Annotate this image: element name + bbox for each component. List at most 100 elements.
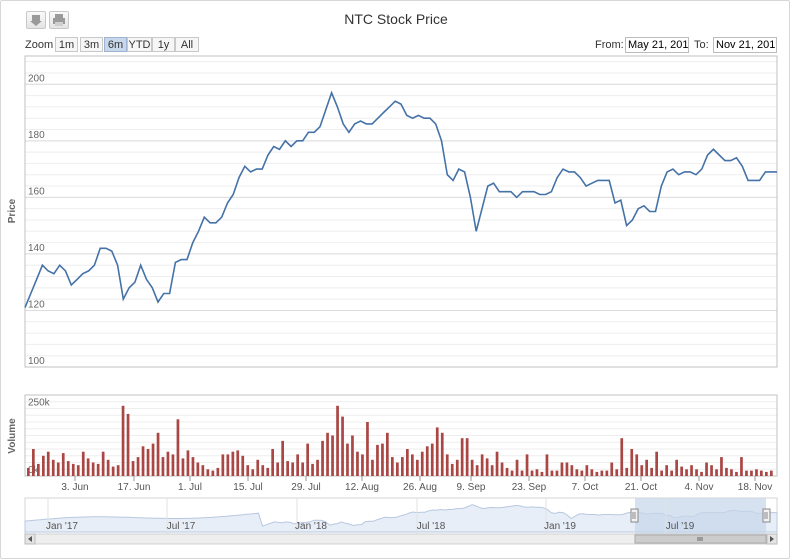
volume-bar [765, 471, 768, 476]
volume-bar [560, 462, 564, 476]
zoom-ytd-button[interactable]: YTD [127, 37, 152, 52]
zoom-all-button[interactable]: All [175, 37, 199, 52]
from-date-input[interactable]: May 21, 2019 [625, 37, 689, 53]
volume-bar [700, 471, 703, 476]
volume-bar [670, 470, 673, 476]
volume-bar [356, 451, 359, 476]
volume-bar [440, 432, 444, 476]
volume-bar [281, 440, 284, 476]
volume-bar [371, 459, 374, 476]
volume-bar [715, 469, 718, 477]
volume-bar [296, 454, 299, 476]
volume-bar [256, 459, 260, 476]
navigator-labels: Jan '17 Jul '17 Jan '18 Jul '18 Jan '19 Jul '… [46, 498, 695, 534]
volume-bar [66, 461, 70, 476]
zoom-6m-button[interactable]: 6m [104, 37, 127, 52]
to-date-input[interactable]: Nov 21, 2019 [713, 37, 777, 53]
navigator-left-handle[interactable] [630, 508, 639, 523]
zoom-1m-button[interactable]: 1m [55, 37, 78, 52]
volume-bar [545, 454, 549, 476]
volume-bar [291, 462, 294, 476]
volume-bar [505, 467, 509, 476]
volume-bar [181, 458, 185, 476]
zoom-1y-button[interactable]: 1y [152, 37, 175, 52]
volume-bar [555, 470, 559, 476]
volume-bar [236, 450, 240, 476]
volume-bar [146, 449, 150, 476]
volume-tick-label: 250k [28, 398, 51, 409]
volume-bar [96, 463, 100, 476]
volume-bar [341, 416, 344, 476]
navigator-selection[interactable] [635, 498, 766, 534]
navigator-label: Jul '18 [417, 521, 446, 532]
volume-bar [346, 443, 349, 476]
volume-bar [81, 451, 85, 476]
print-icon [53, 14, 65, 26]
volume-bar [286, 461, 289, 476]
volume-bar [420, 451, 424, 476]
volume-bars [27, 405, 773, 477]
volume-bar [406, 449, 409, 476]
volume-bar [271, 449, 274, 476]
scroll-right-arrow-icon [770, 536, 774, 542]
volume-bar [585, 465, 589, 476]
volume-bar [216, 467, 220, 476]
volume-bar [166, 451, 170, 476]
price-tick-label: 100 [28, 356, 45, 367]
volume-bar [590, 469, 594, 477]
navigator-right-handle[interactable] [762, 508, 771, 523]
x-tick-label: 3. Jun [61, 482, 88, 493]
volume-bar [46, 451, 50, 476]
volume-bar [336, 405, 339, 476]
volume-bar [760, 470, 763, 476]
volume-bar [211, 470, 215, 476]
x-tick-label: 26. Aug [403, 482, 437, 493]
volume-bar [565, 462, 569, 476]
volume-bar [361, 454, 364, 476]
x-tick-label: 15. Jul [233, 482, 262, 493]
volume-bar [151, 443, 155, 476]
volume-bar [725, 467, 728, 476]
volume-bar [246, 465, 250, 476]
print-button[interactable] [49, 11, 69, 29]
volume-bar [156, 432, 160, 476]
volume-bar [595, 471, 599, 476]
navigator-label: Jul '19 [666, 521, 695, 532]
volume-bar [680, 466, 683, 476]
volume-bar [376, 444, 379, 476]
volume-bar [301, 462, 304, 476]
volume-bar [171, 454, 175, 476]
volume-bar [161, 457, 165, 476]
volume-bar [331, 435, 334, 476]
volume-bar [71, 463, 75, 476]
volume-bar [600, 470, 604, 476]
volume-bar [261, 465, 265, 476]
volume-bar [445, 454, 449, 476]
volume-axis-label: Volume [7, 418, 18, 454]
volume-bar [540, 471, 544, 476]
x-tick-label: 4. Nov [685, 482, 714, 493]
volume-bar [450, 463, 454, 476]
volume-bar [655, 451, 658, 476]
zoom-3m-button[interactable]: 3m [80, 37, 103, 52]
navigator-label: Jul '17 [167, 521, 196, 532]
volume-bar [51, 459, 55, 476]
volume-bar [510, 470, 514, 476]
download-button[interactable] [26, 11, 46, 29]
volume-bar [251, 469, 255, 477]
volume-bar [351, 435, 354, 476]
volume-bar [111, 466, 115, 476]
x-tick-label: 9. Sep [457, 482, 486, 493]
volume-bar [630, 449, 634, 476]
price-tick-label: 180 [28, 130, 45, 141]
volume-bar [465, 438, 469, 476]
price-tick-label: 120 [28, 299, 45, 310]
volume-bar [720, 457, 723, 476]
volume-bar [575, 469, 579, 477]
volume-bar [470, 459, 474, 476]
volume-bar [755, 469, 758, 477]
navigator-label: Jan '19 [544, 521, 576, 532]
volume-bar [635, 454, 639, 476]
